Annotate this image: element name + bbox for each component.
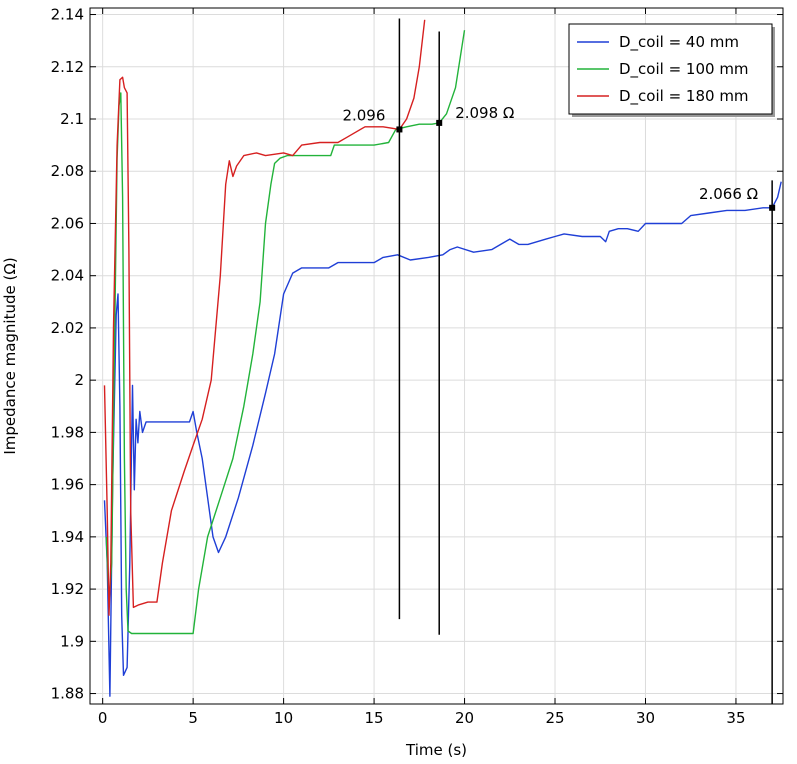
x-tick-label: 20 bbox=[455, 709, 474, 727]
axis-ticks: 0 5 10 15 20 25 30 35 1.88 1.9 1.92 1.94 1.96 1.98 2 2.… bbox=[51, 6, 783, 727]
y-tick-label: 2.06 bbox=[51, 214, 84, 232]
legend: D_coil = 40 mm D_coil = 100 mm D_coil = 18… bbox=[568, 23, 775, 117]
legend-entry-3: D_coil = 180 mm bbox=[619, 87, 749, 106]
x-tick-label: 5 bbox=[188, 709, 198, 727]
y-tick-label: 1.94 bbox=[51, 528, 84, 546]
plot-area bbox=[89, 7, 784, 705]
y-tick-label: 1.98 bbox=[51, 423, 84, 441]
series-line-1 bbox=[103, 181, 782, 697]
y-tick-label: 1.9 bbox=[60, 632, 84, 650]
x-tick-label: 35 bbox=[726, 709, 745, 727]
x-tick-label: 0 bbox=[98, 709, 108, 727]
y-tick-label: 2.12 bbox=[51, 58, 84, 76]
x-tick-label: 10 bbox=[274, 709, 293, 727]
y-tick-label: 2 bbox=[74, 371, 84, 389]
y-tick-label: 2.1 bbox=[60, 110, 84, 128]
series-line-3 bbox=[103, 19, 426, 616]
annotation-label-1: 2.096 bbox=[342, 106, 385, 124]
annotation-marker-2 bbox=[436, 119, 443, 126]
series-line-2 bbox=[105, 30, 466, 635]
x-tick-label: 15 bbox=[365, 709, 384, 727]
y-axis-label: Impedance magnitude (Ω) bbox=[1, 257, 19, 454]
y-tick-label: 1.92 bbox=[51, 580, 84, 598]
y-tick-label: 1.88 bbox=[51, 685, 84, 703]
x-axis-label: Time (s) bbox=[405, 741, 467, 759]
y-tick-label: 2.02 bbox=[51, 319, 84, 337]
y-tick-label: 2.08 bbox=[51, 162, 84, 180]
annotation-label-2: 2.098 Ω bbox=[455, 104, 514, 122]
annotation-marker-1 bbox=[396, 126, 403, 133]
x-tick-label: 30 bbox=[636, 709, 655, 727]
x-tick-label: 25 bbox=[545, 709, 564, 727]
y-tick-label: 2.04 bbox=[51, 267, 84, 285]
y-tick-label: 1.96 bbox=[51, 476, 84, 494]
grid bbox=[90, 8, 783, 704]
y-tick-label: 2.14 bbox=[51, 6, 84, 24]
annotation-marker-3 bbox=[769, 204, 776, 211]
series-layer bbox=[103, 19, 782, 697]
legend-entry-2: D_coil = 100 mm bbox=[619, 60, 749, 79]
annotation-layer: 2.096 2.098 Ω 2.066 Ω bbox=[342, 18, 776, 704]
legend-entry-1: D_coil = 40 mm bbox=[619, 33, 739, 52]
annotation-label-3: 2.066 Ω bbox=[699, 185, 758, 203]
